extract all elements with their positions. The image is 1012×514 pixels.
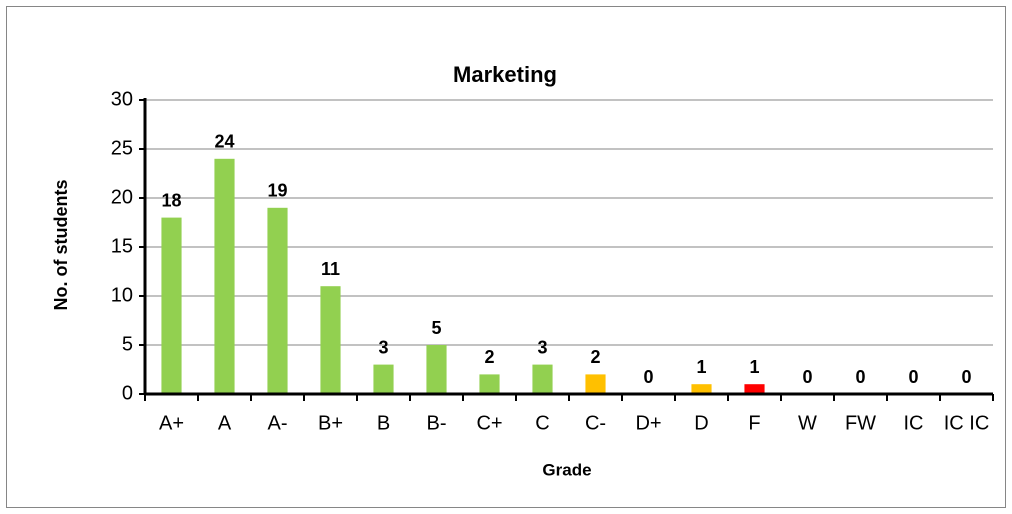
bar [585, 374, 606, 394]
x-tick-label: C+ [476, 412, 502, 434]
data-label: 0 [643, 367, 653, 387]
x-tick-label: F [748, 412, 760, 434]
x-tick-label: FW [845, 412, 876, 434]
x-tick-label: IC [904, 412, 924, 434]
x-tick-label: A [218, 412, 232, 434]
x-tick-label: IC IC [944, 412, 990, 434]
x-tick-label: C- [585, 412, 606, 434]
bar [426, 345, 447, 394]
x-tick-label: B [377, 412, 390, 434]
data-label: 1 [749, 357, 759, 377]
bar [373, 364, 394, 394]
y-tick-label: 5 [122, 333, 133, 355]
bar [532, 364, 553, 394]
y-tick-label: 15 [111, 235, 133, 257]
bar [691, 384, 712, 394]
x-tick-label: D [694, 412, 708, 434]
bar [214, 158, 235, 394]
y-tick-label: 30 [111, 88, 133, 110]
x-tick-label: B+ [318, 412, 343, 434]
y-tick-label: 0 [122, 382, 133, 404]
x-axis-label: Grade [542, 460, 591, 479]
x-tick-label: B- [427, 412, 447, 434]
x-tick-label: D+ [635, 412, 661, 434]
data-label: 0 [855, 367, 865, 387]
x-tick-label: A+ [159, 412, 184, 434]
x-tick-label: W [798, 412, 817, 434]
data-label: 0 [908, 367, 918, 387]
data-label: 2 [590, 347, 600, 367]
data-label: 2 [484, 347, 494, 367]
y-tick-label: 25 [111, 137, 133, 159]
data-label: 1 [696, 357, 706, 377]
data-label: 19 [267, 181, 287, 201]
bar [267, 207, 288, 394]
bar [479, 374, 500, 394]
x-tick-label: A- [268, 412, 288, 434]
data-label: 0 [802, 367, 812, 387]
chart-title: Marketing [453, 62, 557, 87]
y-tick-label: 20 [111, 186, 133, 208]
data-label: 0 [961, 367, 971, 387]
bar [320, 286, 341, 394]
data-label: 5 [431, 318, 441, 338]
y-tick-label: 10 [111, 284, 133, 306]
data-label: 3 [378, 337, 388, 357]
y-axis-label: No. of students [51, 180, 71, 311]
data-label: 24 [214, 132, 234, 152]
data-label: 11 [321, 259, 340, 279]
bar [161, 217, 182, 394]
data-label: 3 [537, 337, 547, 357]
x-tick-label: C [535, 412, 549, 434]
data-label: 18 [161, 190, 181, 210]
bar [744, 384, 765, 394]
